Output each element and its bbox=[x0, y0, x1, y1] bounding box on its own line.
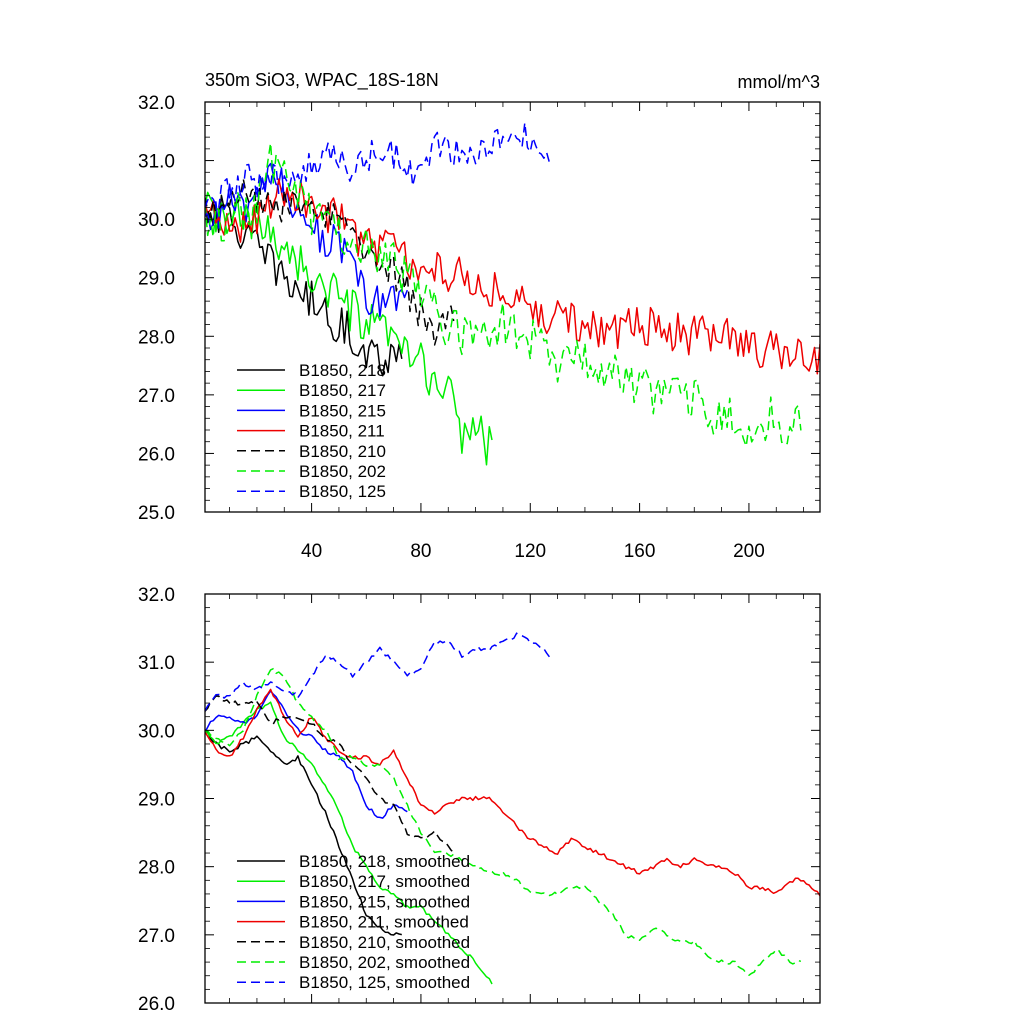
series-line bbox=[205, 690, 408, 819]
y-tick-label: 30.0 bbox=[138, 210, 175, 231]
series-line bbox=[205, 194, 403, 377]
series-line bbox=[205, 688, 820, 897]
y-tick-label: 28.0 bbox=[138, 858, 175, 879]
legend-label: B1850, 215, smoothed bbox=[299, 892, 470, 911]
series-line bbox=[205, 695, 455, 853]
legend-label: B1850, 211 bbox=[299, 422, 385, 441]
series-line bbox=[205, 667, 802, 976]
y-tick-label: 31.0 bbox=[138, 152, 175, 173]
series-line bbox=[205, 162, 409, 318]
chart-panel-top: 350m SiO3, WPAC_18S-18N mmol/m^3 25.0 26.… bbox=[138, 70, 821, 562]
chart-title: 350m SiO3, WPAC_18S-18N bbox=[205, 70, 439, 91]
y-tick-label: 27.0 bbox=[138, 386, 175, 407]
y-tick-label: 32.0 bbox=[138, 585, 175, 606]
y-tick-label: 28.0 bbox=[138, 327, 175, 348]
series-line bbox=[205, 178, 455, 346]
series-group bbox=[205, 632, 820, 985]
series-line bbox=[205, 142, 802, 448]
series-line bbox=[205, 122, 551, 210]
legend-label: B1850, 211, smoothed bbox=[299, 913, 469, 932]
series-line bbox=[205, 632, 551, 712]
y-tick-label: 27.0 bbox=[138, 926, 175, 947]
series-line bbox=[205, 701, 493, 985]
y-tick-label: 29.0 bbox=[138, 269, 175, 290]
x-tick-label: 120 bbox=[514, 541, 546, 562]
series-line bbox=[205, 731, 402, 936]
y-tick-label: 26.0 bbox=[138, 994, 175, 1015]
legend-label: B1850, 217, smoothed bbox=[299, 872, 470, 891]
series-group bbox=[205, 122, 820, 466]
plot-frame bbox=[204, 101, 821, 513]
y-tick-label: 30.0 bbox=[138, 721, 175, 742]
legend-label: B1850, 202, smoothed bbox=[299, 953, 470, 972]
y-tick-label: 29.0 bbox=[138, 790, 175, 811]
legend-label: B1850, 210, smoothed bbox=[299, 933, 470, 952]
legend-label: B1850, 210 bbox=[299, 442, 386, 461]
chart-units: mmol/m^3 bbox=[738, 72, 820, 92]
legend-label: B1850, 125, smoothed bbox=[299, 973, 470, 992]
legend-label: B1850, 202 bbox=[299, 462, 386, 481]
chart-panel-bottom: 26.0 27.0 28.0 29.0 30.0 31.0 32.0 B1850, 218, … bbox=[138, 585, 821, 1015]
legend-label: B1850, 218 bbox=[299, 361, 386, 380]
y-tick-label: 25.0 bbox=[138, 503, 175, 524]
x-tick-label: 80 bbox=[410, 541, 431, 562]
series-line bbox=[205, 178, 820, 375]
x-tick-label: 160 bbox=[624, 541, 656, 562]
legend-label: B1850, 215 bbox=[299, 401, 386, 420]
plot-frame bbox=[204, 593, 821, 1004]
y-tick-label: 32.0 bbox=[138, 93, 175, 114]
legend-label: B1850, 218, smoothed bbox=[299, 852, 470, 871]
x-tick-label: 200 bbox=[733, 541, 765, 562]
legend-label: B1850, 125 bbox=[299, 482, 386, 501]
legend-label: B1850, 217 bbox=[299, 381, 386, 400]
x-tick-label: 40 bbox=[301, 541, 322, 562]
y-tick-label: 26.0 bbox=[138, 444, 175, 465]
y-tick-label: 31.0 bbox=[138, 653, 175, 674]
